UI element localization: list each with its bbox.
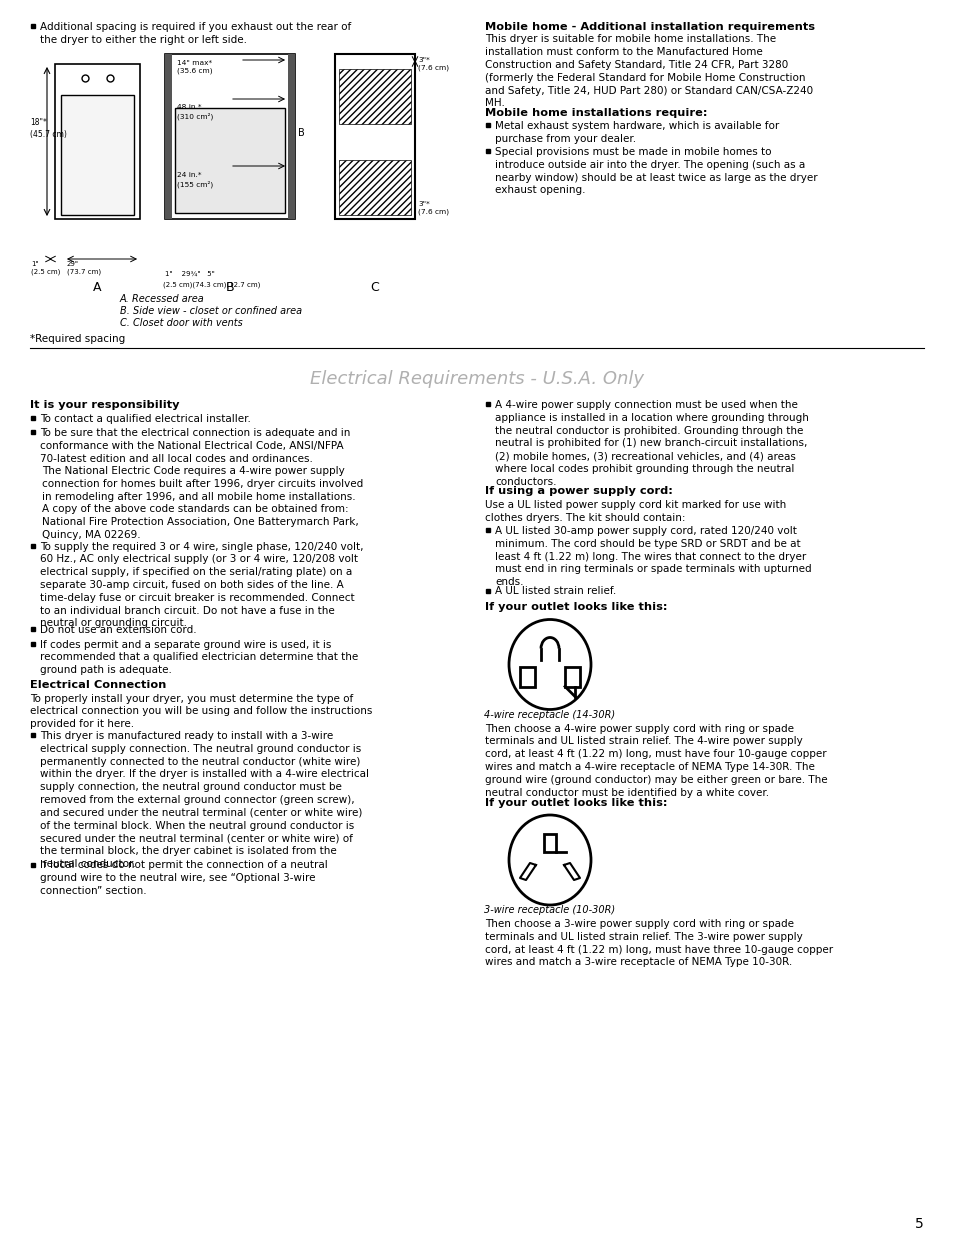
- Text: To properly install your dryer, you must determine the type of
electrical connec: To properly install your dryer, you must…: [30, 694, 372, 729]
- Text: 29"
(73.7 cm): 29" (73.7 cm): [67, 261, 101, 275]
- Bar: [165, 54, 294, 219]
- Text: 3"*
(7.6 cm): 3"* (7.6 cm): [417, 57, 449, 72]
- Bar: [165, 54, 172, 219]
- Text: A: A: [93, 282, 102, 294]
- Text: Electrical Connection: Electrical Connection: [30, 680, 166, 690]
- Text: Mobile home installations require:: Mobile home installations require:: [484, 107, 707, 117]
- Text: 3"*
(7.6 cm): 3"* (7.6 cm): [417, 201, 449, 215]
- Text: Then choose a 3-wire power supply cord with ring or spade
terminals and UL liste: Then choose a 3-wire power supply cord w…: [484, 919, 832, 967]
- Text: C: C: [370, 282, 379, 294]
- Bar: [564, 667, 579, 687]
- Text: Metal exhaust system hardware, which is available for
purchase from your dealer.: Metal exhaust system hardware, which is …: [495, 121, 779, 143]
- Text: 5: 5: [914, 1216, 923, 1231]
- Polygon shape: [563, 863, 579, 881]
- Text: Do not use an extension cord.: Do not use an extension cord.: [40, 625, 196, 635]
- Bar: [288, 54, 294, 219]
- Text: A 4-wire power supply connection must be used when the
appliance is installed in: A 4-wire power supply connection must be…: [495, 400, 808, 487]
- Text: A. Recessed area: A. Recessed area: [120, 294, 205, 304]
- Text: Electrical Requirements - U.S.A. Only: Electrical Requirements - U.S.A. Only: [310, 370, 643, 388]
- Text: If local codes do not permit the connection of a neutral
ground wire to the neut: If local codes do not permit the connect…: [40, 861, 328, 897]
- Bar: [519, 667, 535, 687]
- Polygon shape: [519, 863, 536, 881]
- Text: Additional spacing is required if you exhaust out the rear of
the dryer to eithe: Additional spacing is required if you ex…: [40, 22, 351, 44]
- Bar: [55, 64, 140, 219]
- Text: Mobile home - Additional installation requirements: Mobile home - Additional installation re…: [484, 22, 814, 32]
- Text: 14" max*
(35.6 cm): 14" max* (35.6 cm): [177, 61, 213, 74]
- Text: B. Side view - closet or confined area: B. Side view - closet or confined area: [120, 306, 302, 316]
- Text: A copy of the above code standards can be obtained from:
National Fire Protectio: A copy of the above code standards can b…: [42, 504, 358, 540]
- Text: B: B: [226, 282, 234, 294]
- Bar: [61, 95, 133, 215]
- Text: If using a power supply cord:: If using a power supply cord:: [484, 487, 672, 496]
- Text: If codes permit and a separate ground wire is used, it is
recommended that a qua: If codes permit and a separate ground wi…: [40, 640, 358, 676]
- Text: To contact a qualified electrical installer.: To contact a qualified electrical instal…: [40, 414, 251, 424]
- Text: 4-wire receptacle (14-30R): 4-wire receptacle (14-30R): [484, 709, 615, 720]
- Text: Use a UL listed power supply cord kit marked for use with
clothes dryers. The ki: Use a UL listed power supply cord kit ma…: [484, 500, 785, 522]
- Text: B: B: [297, 128, 304, 138]
- Text: (2.5 cm)(74.3 cm)(12.7 cm): (2.5 cm)(74.3 cm)(12.7 cm): [163, 282, 260, 289]
- Text: 1"
(2.5 cm): 1" (2.5 cm): [30, 261, 60, 275]
- Text: The National Electric Code requires a 4-wire power supply
connection for homes b: The National Electric Code requires a 4-…: [42, 467, 363, 503]
- Text: Then choose a 4-wire power supply cord with ring or spade
terminals and UL liste: Then choose a 4-wire power supply cord w…: [484, 724, 827, 798]
- Bar: [174, 107, 285, 212]
- Text: 48 in.*
(310 cm²): 48 in.* (310 cm²): [177, 104, 213, 120]
- Text: A UL listed strain relief.: A UL listed strain relief.: [495, 587, 616, 597]
- Ellipse shape: [509, 815, 590, 905]
- Text: This dryer is manufactured ready to install with a 3-wire
electrical supply conn: This dryer is manufactured ready to inst…: [40, 731, 369, 869]
- Text: 24 in.*
(155 cm²): 24 in.* (155 cm²): [177, 172, 213, 188]
- Ellipse shape: [509, 620, 590, 709]
- Bar: [543, 834, 556, 852]
- Text: *Required spacing: *Required spacing: [30, 333, 125, 345]
- Text: 18"*
(45.7 cm): 18"* (45.7 cm): [30, 119, 67, 138]
- Text: If your outlet looks like this:: If your outlet looks like this:: [484, 798, 667, 808]
- Bar: [338, 69, 411, 124]
- Text: 3-wire receptacle (10-30R): 3-wire receptacle (10-30R): [484, 905, 615, 915]
- Text: If your outlet looks like this:: If your outlet looks like this:: [484, 601, 667, 613]
- Text: Special provisions must be made in mobile homes to
introduce outside air into th: Special provisions must be made in mobil…: [495, 147, 817, 195]
- Text: This dryer is suitable for mobile home installations. The
installation must conf: This dryer is suitable for mobile home i…: [484, 35, 812, 109]
- Text: To supply the required 3 or 4 wire, single phase, 120/240 volt,
60 Hz., AC only : To supply the required 3 or 4 wire, sing…: [40, 541, 363, 629]
- Text: 1"    29¾"   5": 1" 29¾" 5": [165, 270, 214, 277]
- Bar: [338, 161, 411, 215]
- Text: To be sure that the electrical connection is adequate and in
conformance with th: To be sure that the electrical connectio…: [40, 429, 350, 463]
- Text: A UL listed 30-amp power supply cord, rated 120/240 volt
minimum. The cord shoul: A UL listed 30-amp power supply cord, ra…: [495, 526, 811, 587]
- Bar: [335, 54, 415, 219]
- Text: It is your responsibility: It is your responsibility: [30, 400, 179, 410]
- Text: C. Closet door with vents: C. Closet door with vents: [120, 317, 242, 329]
